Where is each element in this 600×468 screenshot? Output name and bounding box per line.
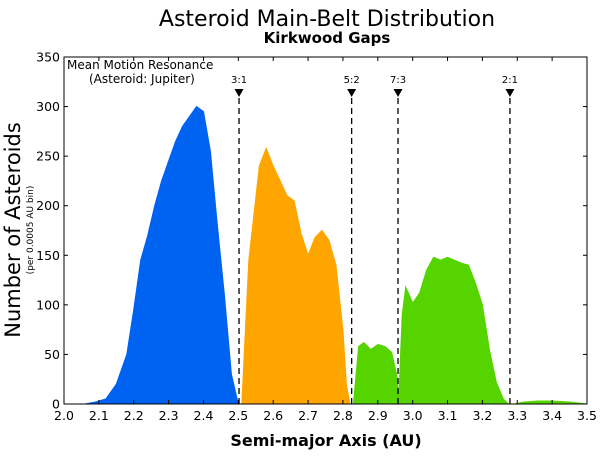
resonance-marker-5:2	[347, 89, 357, 97]
x-axis-label: Semi-major Axis (AU)	[230, 431, 421, 450]
x-tick-label-2.0: 2.0	[54, 408, 74, 423]
y-tick-label-250: 250	[36, 149, 60, 164]
y-axis-sublabel: (per 0.0005 AU bin)	[26, 186, 36, 275]
x-tick-label-3.5: 3.5	[577, 408, 597, 423]
x-tick-label-3.1: 3.1	[438, 408, 458, 423]
tick-layer: 2.0 2.1 2.2 2.3 2.4 2.5 2.6 2.7 2.8 2.9 3.0 3.1 3.2 3…	[36, 50, 597, 424]
x-tick-label-2.4: 2.4	[194, 408, 214, 423]
y-tick-label-0: 0	[52, 397, 60, 412]
chart-title: Asteroid Main-Belt Distribution	[159, 7, 495, 32]
x-tick-label-2.2: 2.2	[124, 408, 144, 423]
x-tick-label-2.9: 2.9	[368, 408, 388, 423]
x-tick-label-3.3: 3.3	[507, 408, 527, 423]
series-area-2	[241, 146, 351, 405]
resonance-marker-2:1	[505, 89, 515, 97]
x-tick-label-2.6: 2.6	[263, 408, 283, 423]
x-tick-label-2.8: 2.8	[333, 408, 353, 423]
series-area-3	[352, 256, 588, 405]
resonance-label-2:1: 2:1	[502, 75, 518, 86]
x-tick-label-3.0: 3.0	[403, 408, 423, 423]
annotation-line1: Mean Motion Resonance	[67, 58, 213, 72]
resonance-layer: 3:1 5:2 7:3 2:1	[231, 75, 518, 404]
y-tick-label-50: 50	[44, 347, 60, 362]
series-layer	[84, 105, 588, 405]
x-tick-label-2.5: 2.5	[228, 408, 248, 423]
x-tick-label-3.2: 3.2	[472, 408, 492, 423]
y-tick-label-350: 350	[36, 50, 60, 65]
plot-frame	[63, 56, 588, 405]
x-tick-label-2.7: 2.7	[298, 408, 318, 423]
x-tick-label-3.4: 3.4	[542, 408, 562, 423]
chart-subtitle: Kirkwood Gaps	[264, 29, 391, 47]
annotation-line2: (Asteroid: Jupiter)	[89, 72, 195, 86]
resonance-marker-3:1	[234, 89, 244, 97]
resonance-label-7:3: 7:3	[390, 75, 406, 86]
x-tick-label-2.1: 2.1	[89, 408, 109, 423]
resonance-marker-7:3	[393, 89, 403, 97]
resonance-label-3:1: 3:1	[231, 75, 247, 86]
y-axis-label: Number of Asteroids	[1, 122, 25, 338]
series-area-1	[84, 105, 239, 405]
resonance-label-5:2: 5:2	[344, 75, 360, 86]
y-tick-label-200: 200	[36, 198, 60, 213]
y-tick-label-300: 300	[36, 99, 60, 114]
y-tick-label-100: 100	[36, 297, 60, 312]
y-tick-label-150: 150	[36, 248, 60, 263]
x-tick-label-2.3: 2.3	[159, 408, 179, 423]
